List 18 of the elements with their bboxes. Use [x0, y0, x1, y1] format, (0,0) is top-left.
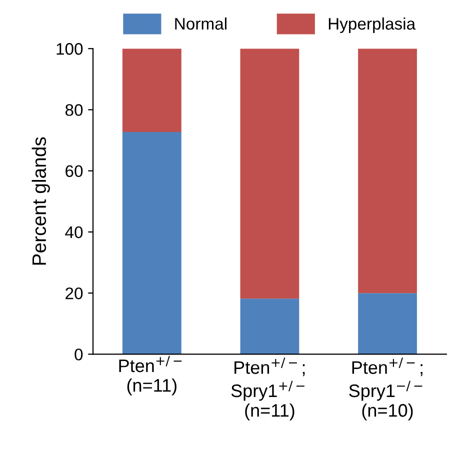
category-label: Pten$^{+/−}$; Spry1$^{+/−}$ (n=11) [231, 358, 305, 420]
y-tick-label: 60 [66, 165, 83, 178]
bar [240, 48, 300, 299]
bar [358, 293, 417, 354]
y-tick-label: 100 [56, 43, 83, 55]
y-tick-label: 80 [65, 104, 83, 116]
y-tick-label: 40 [65, 226, 83, 238]
legend-label: Hyperplasia [328, 17, 416, 33]
y-tick-label: 0 [74, 348, 83, 360]
x-tick-label: Pten$^{+/−}$ (n=11) [119, 356, 182, 396]
bar [122, 48, 182, 132]
bar [240, 298, 300, 354]
bar [122, 132, 182, 354]
legend-label: Normal [175, 17, 226, 30]
bar [358, 48, 417, 294]
category-label: Pten$^{+/−}$; Spry1$^{−/−}$ (n=10) [349, 358, 422, 420]
y-tick-label: 20 [66, 287, 83, 300]
y-axis-title: Percent glands [32, 137, 50, 265]
